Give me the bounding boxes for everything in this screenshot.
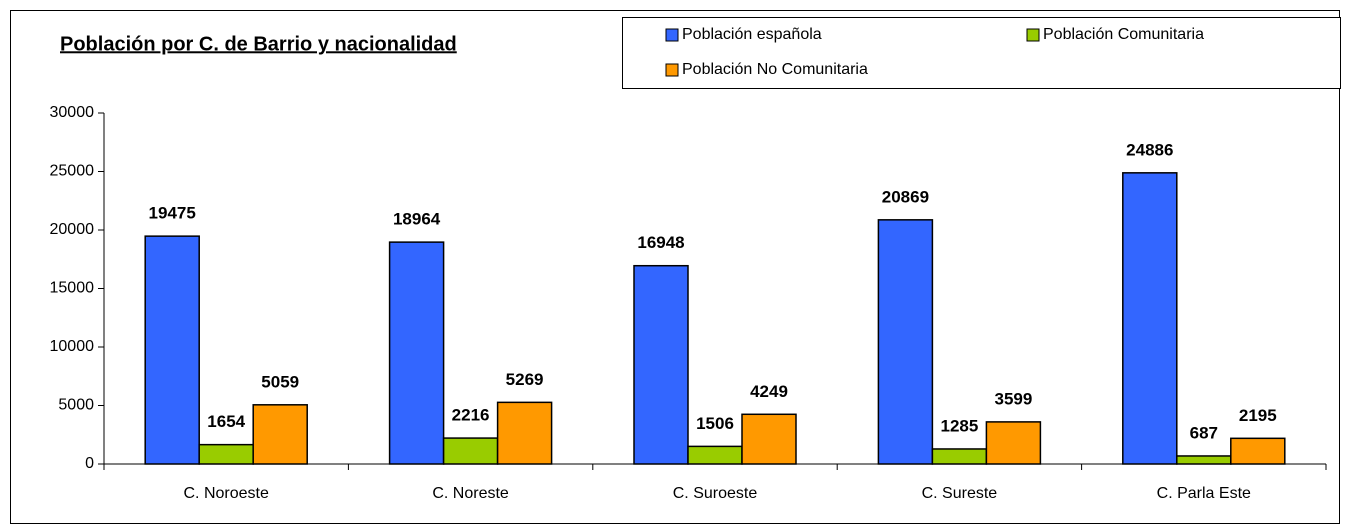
y-tick-label: 5000 bbox=[58, 397, 94, 414]
bar bbox=[985, 421, 1042, 465]
data-label: 19475 bbox=[149, 204, 196, 223]
x-tick-label: C. Parla Este bbox=[1157, 485, 1251, 502]
x-tick-label: C. Sureste bbox=[922, 485, 998, 502]
data-label: 24886 bbox=[1126, 140, 1173, 159]
data-label: 4249 bbox=[750, 382, 788, 401]
y-tick-label: 20000 bbox=[50, 221, 95, 238]
bar bbox=[1122, 172, 1178, 465]
chart-title: Población por C. de Barrio y nacionalida… bbox=[60, 33, 457, 55]
data-label: 1285 bbox=[940, 416, 978, 435]
bar bbox=[1176, 455, 1232, 465]
data-label: 20869 bbox=[882, 187, 929, 206]
legend-label: Población española bbox=[682, 26, 822, 43]
data-label: 1654 bbox=[207, 412, 245, 431]
data-label: 2216 bbox=[452, 406, 490, 425]
bar bbox=[252, 404, 308, 465]
y-tick-label: 15000 bbox=[50, 280, 95, 297]
bar bbox=[877, 219, 934, 465]
bar bbox=[931, 448, 988, 465]
y-tick-label: 25000 bbox=[50, 163, 95, 180]
x-tick-label: C. Noroeste bbox=[184, 485, 269, 502]
data-label: 18964 bbox=[393, 210, 441, 229]
legend-label: Población No Comunitaria bbox=[682, 61, 868, 78]
y-tick-label: 0 bbox=[85, 455, 94, 472]
bar bbox=[633, 264, 689, 465]
data-label: 687 bbox=[1190, 423, 1218, 442]
bar bbox=[741, 413, 797, 465]
data-label: 16948 bbox=[637, 233, 684, 252]
data-label: 2195 bbox=[1239, 406, 1277, 425]
legend-swatch bbox=[665, 28, 679, 42]
bar bbox=[687, 445, 743, 465]
bar bbox=[198, 443, 254, 465]
x-tick-label: C. Suroeste bbox=[673, 485, 758, 502]
legend-swatch bbox=[1026, 28, 1040, 42]
bar bbox=[496, 401, 553, 465]
legend-swatch bbox=[665, 63, 679, 77]
bar bbox=[442, 437, 499, 465]
bar bbox=[144, 235, 200, 465]
data-label: 5059 bbox=[261, 372, 299, 391]
legend-box bbox=[622, 17, 1341, 89]
y-tick-label: 30000 bbox=[50, 104, 95, 121]
data-label: 3599 bbox=[994, 389, 1032, 408]
data-label: 1506 bbox=[696, 414, 734, 433]
bar bbox=[388, 241, 445, 465]
x-tick-label: C. Noreste bbox=[432, 485, 509, 502]
chart-frame bbox=[10, 10, 1340, 524]
data-label: 5269 bbox=[506, 370, 544, 389]
legend-label: Población Comunitaria bbox=[1043, 26, 1204, 43]
y-tick-label: 10000 bbox=[50, 338, 95, 355]
bar bbox=[1230, 437, 1286, 465]
